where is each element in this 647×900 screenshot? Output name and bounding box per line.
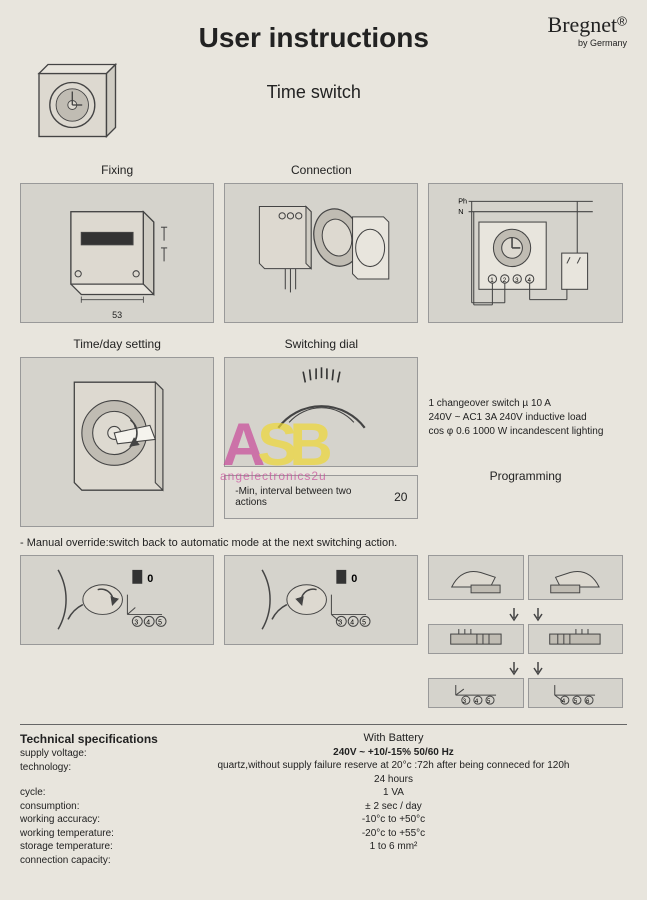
device-icon	[30, 60, 120, 150]
spec-value-6: -20°c to +55°c	[160, 827, 627, 841]
switching-dial-label: Switching dial	[224, 337, 418, 351]
row-2: Time/day setting Switching dial	[20, 337, 627, 527]
specs-title: Technical specifications	[20, 731, 160, 747]
brand-block: Bregnet® by Germany	[548, 12, 627, 48]
down-arrow-icon	[528, 606, 548, 622]
brand-reg: ®	[617, 14, 627, 29]
main-title: User instructions	[80, 22, 548, 54]
spec-value-7: 1 to 6 mm²	[160, 840, 627, 854]
specs-labels-col: Technical specifications supply voltage:…	[20, 731, 160, 867]
svg-text:2: 2	[503, 277, 507, 284]
spec-value-1: quartz,without supply failure reserve at…	[160, 759, 627, 773]
prog-tabs-2	[528, 624, 623, 654]
spec-label-1: technology:	[20, 761, 160, 775]
fixing-dim: 53	[112, 310, 122, 320]
override-diagram-2: 0 3 4 5	[224, 555, 418, 645]
interval-label: -Min, interval between two actions	[235, 486, 374, 508]
prog-circuit-1: 345	[428, 678, 523, 708]
prog-hand-1	[428, 555, 523, 600]
spec-label-3: consumption:	[20, 800, 160, 814]
changeover-line1: 1 changeover switch µ 10 A	[428, 397, 622, 411]
changeover-line2: 240V ~ AC1 3A 240V inductive load	[428, 411, 622, 425]
fixing-label: Fixing	[20, 163, 214, 177]
down-arrow-icon	[504, 606, 524, 622]
wiring-col: Ph N 1 2 3 4	[428, 163, 622, 323]
row-1: Fixing 53	[20, 163, 627, 323]
spec-label-6: storage temperature:	[20, 840, 160, 854]
changeover-line3: cos φ 0.6 1000 W incandescent lighting	[428, 425, 622, 439]
override-diagram-1: 0 3 4 5	[20, 555, 214, 645]
prog-hand-2	[528, 555, 623, 600]
specs-section: Technical specifications supply voltage:…	[20, 724, 627, 867]
time-setting-col: Time/day setting	[20, 337, 214, 527]
spec-label-2: cycle:	[20, 786, 160, 800]
label-n: N	[458, 207, 463, 216]
svg-text:4: 4	[528, 277, 532, 284]
brand-name: Bregnet	[548, 12, 618, 37]
title-area: User instructions Time switch	[80, 12, 548, 103]
svg-text:5: 5	[362, 620, 366, 627]
assembly-col: Connection	[224, 163, 418, 323]
specs-header: With Battery	[160, 731, 627, 746]
svg-text:0: 0	[351, 573, 357, 585]
svg-text:1: 1	[490, 277, 494, 284]
switching-dial-diagram	[224, 357, 418, 467]
specs-table: Technical specifications supply voltage:…	[20, 731, 627, 867]
prog-tabs-1	[428, 624, 523, 654]
spec-value-2: 24 hours	[160, 773, 627, 787]
spec-value-0: 240V ~ +10/-15% 50/60 Hz	[160, 746, 627, 760]
svg-text:5: 5	[158, 620, 162, 627]
page-container: User instructions Time switch Bregnet® b…	[0, 0, 647, 879]
wiring-spacer	[428, 163, 622, 177]
specs-values-col: With Battery 240V ~ +10/-15% 50/60 Hz qu…	[160, 731, 627, 867]
row-3: 0 3 4 5 0 3 4 5	[20, 555, 627, 712]
time-setting-label: Time/day setting	[20, 337, 214, 351]
svg-text:0: 0	[147, 573, 153, 585]
svg-text:3: 3	[134, 620, 138, 627]
svg-text:4: 4	[350, 620, 354, 627]
label-ph: Ph	[458, 196, 467, 205]
fixing-diagram: 53	[20, 183, 214, 323]
down-arrow-icon	[528, 660, 548, 676]
wiring-diagram: Ph N 1 2 3 4	[428, 183, 622, 323]
svg-text:3: 3	[515, 277, 519, 284]
spec-label-4: working accuracy:	[20, 813, 160, 827]
spec-value-5: -10°c to +50°c	[160, 813, 627, 827]
prog-circuit-2: 456	[528, 678, 623, 708]
subtitle: Time switch	[80, 82, 548, 103]
override-text: - Manual override:switch back to automat…	[20, 537, 627, 549]
svg-text:4: 4	[146, 620, 150, 627]
interval-value: 20	[394, 490, 407, 504]
programming-col: 345 456	[428, 555, 622, 712]
down-arrow-icon	[504, 660, 524, 676]
changeover-col: 1 changeover switch µ 10 A 240V ~ AC1 3A…	[428, 337, 622, 489]
connection-label: Connection	[224, 163, 418, 177]
spec-label-5: working temperature:	[20, 827, 160, 841]
spec-label-7: connection capacity:	[20, 854, 160, 868]
spec-value-3: 1 VA	[160, 786, 627, 800]
brand-sub: by Germany	[548, 38, 627, 48]
spec-value-4: ± 2 sec / day	[160, 800, 627, 814]
changeover-text: 1 changeover switch µ 10 A 240V ~ AC1 3A…	[428, 397, 622, 439]
fixing-col: Fixing 53	[20, 163, 214, 323]
time-setting-diagram	[20, 357, 214, 527]
assembly-diagram	[224, 183, 418, 323]
interval-box: -Min, interval between two actions 20	[224, 475, 418, 519]
switching-dial-col: Switching dial -Min, interval between tw…	[224, 337, 418, 519]
spec-label-0: supply voltage:	[20, 747, 160, 761]
programming-label: Programming	[428, 469, 622, 483]
